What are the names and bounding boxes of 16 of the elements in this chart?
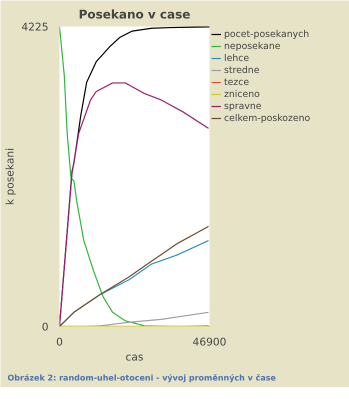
legend-label: lehce [224, 52, 250, 64]
line-series [60, 26, 210, 326]
legend-label: stredne [224, 64, 260, 76]
text: Obrázek 2: random-uhel-otoceni - vývoj proměnných v čase [8, 374, 277, 382]
line-series [60, 82, 210, 326]
legend-label: celkem-poskozeno [224, 112, 310, 124]
legend-label: zniceno [224, 88, 260, 100]
x-tick-label: 46900 [192, 336, 227, 348]
legend-label: neposekane [224, 40, 280, 52]
legend-label: tezce [224, 76, 250, 88]
chart-title: Posekano v case [78, 8, 190, 22]
legend-label: spravne [224, 100, 262, 112]
y-axis-title: k posekani [3, 148, 16, 206]
y-tick-label: 4225 [21, 20, 49, 34]
legend-label: pocet-posekanych [224, 28, 310, 40]
x-axis-title: cas [126, 350, 144, 364]
